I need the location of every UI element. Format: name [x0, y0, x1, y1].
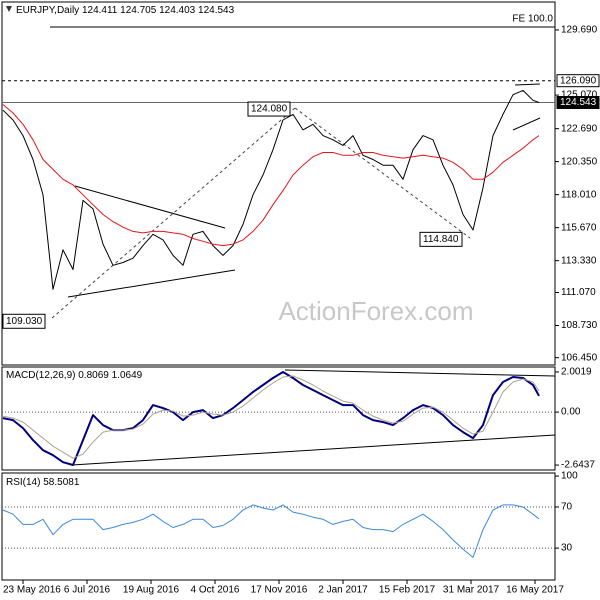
annotation-box: [2, 313, 46, 329]
y-tick-label: 115.670: [561, 222, 597, 233]
annotation-box: [247, 101, 291, 117]
y-tick-label: 0.00: [561, 407, 581, 418]
annotation-label: 124.080: [251, 104, 288, 115]
rsi-header: RSI(14) 58.5081: [6, 477, 80, 488]
menu-icon: [6, 6, 12, 12]
series-line: [2, 504, 540, 558]
low: 124.403: [159, 5, 196, 16]
y-tick-label: 113.330: [561, 255, 597, 266]
symbol: EURJPY,Daily: [16, 5, 79, 16]
fe-label: FE 100.0: [512, 14, 553, 25]
macd-header: MACD(12,26,9) 0.8069 1.0649: [6, 370, 143, 381]
x-tick-label: 16 May 2017: [506, 585, 564, 596]
y-tick-label: 125.070: [561, 90, 598, 101]
y-tick-label: 118.010: [561, 189, 597, 200]
high: 124.705: [120, 5, 157, 16]
y-tick-label: 70: [561, 502, 573, 513]
trend-line: [74, 185, 226, 229]
trend-line: [284, 369, 556, 377]
y-tick-label: 100: [561, 471, 578, 482]
annotation-label: 114.840: [423, 234, 459, 245]
y-tick-label: 30: [561, 543, 573, 554]
annotation-box: [419, 231, 463, 247]
price-label-box: [556, 96, 600, 110]
price-label: 126.090: [560, 75, 597, 86]
price-panel: [1, 1, 556, 366]
x-tick-label: 15 Feb 2017: [379, 585, 436, 596]
x-tick-label: 4 Oct 2016: [191, 585, 240, 596]
trend-line: [514, 83, 541, 86]
signal-value: 1.0649: [112, 370, 143, 381]
series-line: [2, 104, 540, 247]
open: 124.411: [82, 5, 118, 16]
x-tick-label: 23 May 2016: [3, 585, 61, 596]
trend-line: [294, 107, 471, 239]
y-tick-label: 108.730: [561, 320, 598, 331]
y-tick-label: 129.690: [561, 25, 598, 36]
y-tick-label: 106.450: [561, 352, 598, 363]
macd-value: 0.8069: [78, 370, 109, 381]
trend-line: [71, 434, 556, 466]
trend-lines: [51, 83, 556, 466]
watermark: ActionForex.com: [278, 296, 473, 326]
x-tick-label: 31 Mar 2017: [443, 585, 500, 596]
rsi-value: 58.5081: [43, 477, 80, 488]
y-tick-label: 111.070: [561, 287, 596, 298]
macd-title: MACD(12,26,9): [6, 370, 75, 381]
trend-line: [67, 269, 236, 298]
series-line: [2, 371, 540, 466]
y-tick-label: 122.690: [561, 123, 598, 134]
series-line: [2, 375, 540, 459]
rsi-panel: [1, 472, 556, 581]
x-tick-label: 6 Jul 2016: [64, 585, 111, 596]
rsi-title: RSI(14): [6, 477, 40, 488]
macd-panel: [1, 366, 556, 471]
y-tick-label: 120.350: [561, 156, 598, 167]
price-label: 124.543: [560, 97, 597, 108]
series-line: [2, 89, 540, 290]
annotation-label: 109.030: [6, 316, 43, 327]
y-tick-label: -2.6437: [561, 460, 595, 471]
x-tick-label: 17 Nov 2016: [251, 585, 308, 596]
x-tick-label: 2 Jan 2017: [318, 585, 368, 596]
trend-line: [512, 117, 541, 131]
trend-line: [51, 107, 296, 319]
price-label-box: [556, 74, 600, 88]
x-tick-label: 19 Aug 2016: [123, 585, 180, 596]
price-header: EURJPY,Daily 124.411 124.705 124.403 124…: [16, 5, 235, 16]
close: 124.543: [198, 5, 235, 16]
y-tick-label: 2.0019: [561, 367, 592, 378]
